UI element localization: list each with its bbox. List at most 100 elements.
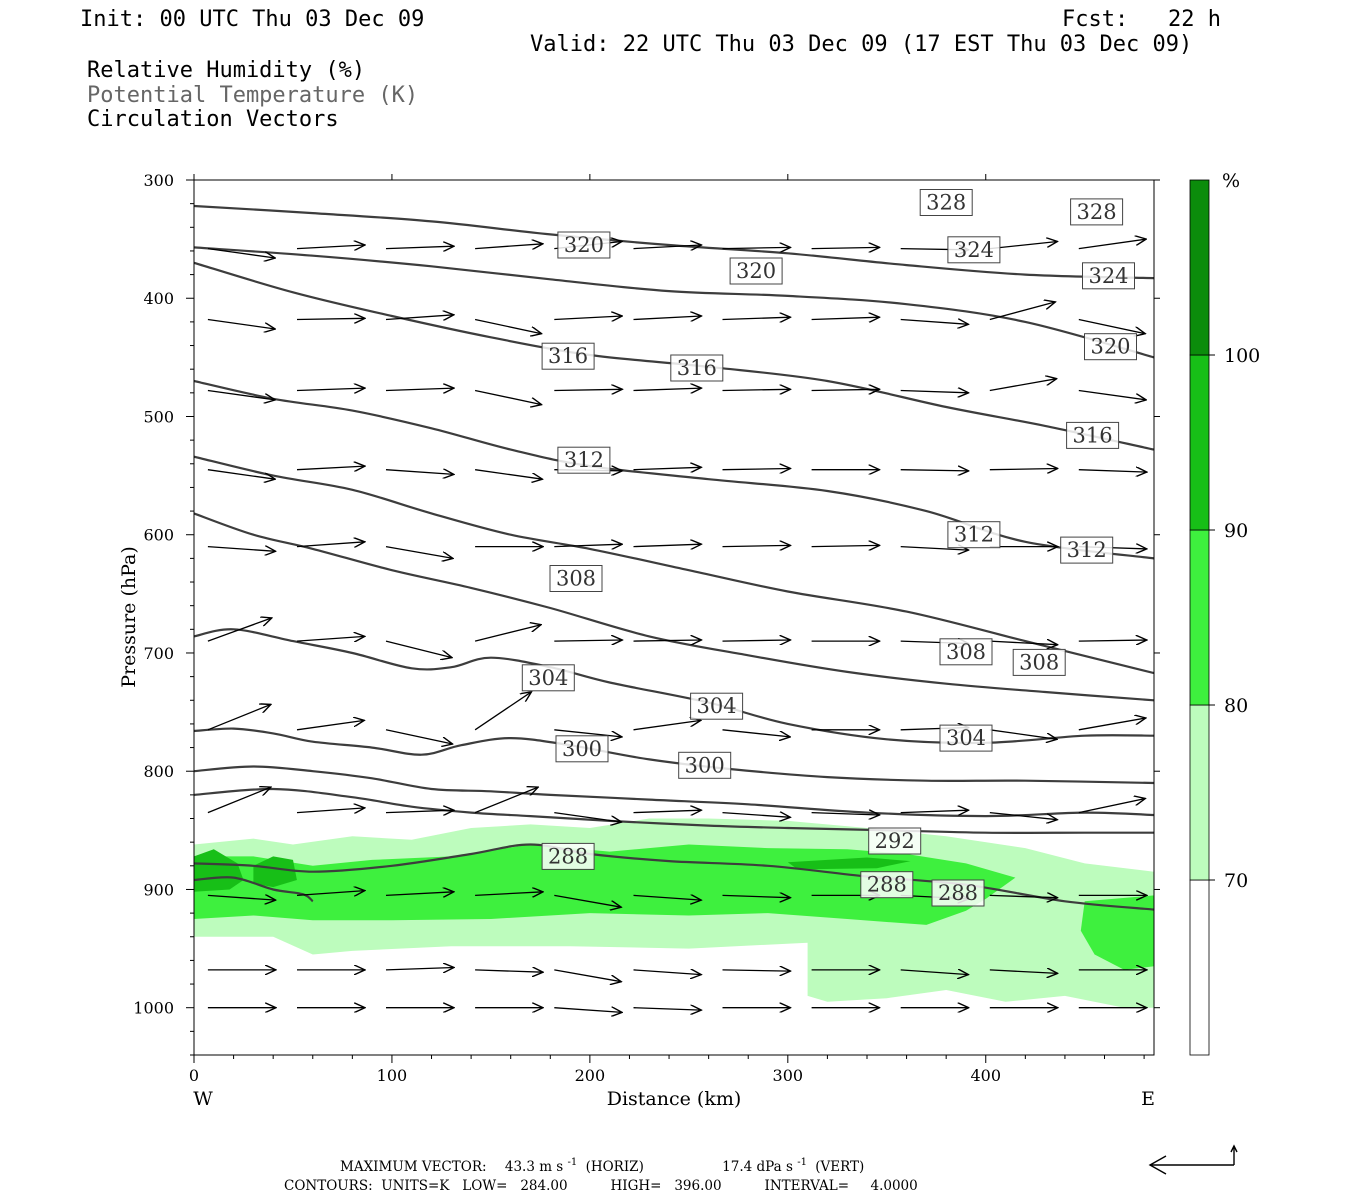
max-vector-label: MAXIMUM VECTOR: bbox=[340, 1159, 487, 1175]
init-time: Init: 00 UTC Thu 03 Dec 09 bbox=[80, 7, 424, 32]
wind-vector bbox=[385, 545, 453, 559]
wind-vector bbox=[989, 379, 1057, 392]
wind-vector bbox=[989, 811, 1058, 820]
legend-relative-humidity: Relative Humidity (%) bbox=[87, 58, 365, 83]
contour-label: 312 bbox=[1067, 538, 1107, 562]
contour-label: 320 bbox=[736, 259, 776, 283]
colorbar-segment bbox=[1189, 529, 1210, 706]
y-tick-label: 900 bbox=[143, 880, 174, 899]
wind-vector bbox=[296, 542, 365, 547]
x-axis-title: Distance (km) bbox=[607, 1088, 742, 1110]
colorbar-label: 100 bbox=[1224, 345, 1260, 367]
rh-region-90 bbox=[253, 856, 297, 888]
contour-label-box bbox=[557, 231, 611, 259]
wind-vector bbox=[296, 245, 365, 249]
contour-label-box bbox=[1012, 648, 1066, 676]
contour-label: 312 bbox=[564, 448, 604, 472]
colorbar-segment bbox=[1189, 179, 1210, 356]
contour-label-box bbox=[1066, 421, 1120, 449]
wind-vector bbox=[633, 895, 702, 900]
theta-contour-328 bbox=[194, 204, 1154, 280]
wind-vector bbox=[207, 618, 272, 642]
wind-vector bbox=[989, 302, 1056, 321]
plot-frame bbox=[193, 179, 1155, 1056]
wind-vector bbox=[900, 391, 969, 393]
colorbar-segment bbox=[1189, 879, 1210, 1056]
wind-vector bbox=[1078, 389, 1146, 400]
wind-vector bbox=[296, 891, 365, 896]
rh-region-80 bbox=[1080, 895, 1154, 970]
y-tick-label: 1000 bbox=[133, 999, 174, 1018]
contour-label-box bbox=[939, 638, 993, 666]
wind-vector bbox=[554, 894, 621, 907]
wind-vector bbox=[554, 389, 622, 390]
wind-vector bbox=[207, 469, 275, 480]
wind-vector bbox=[900, 970, 969, 975]
wind-vector bbox=[296, 318, 365, 319]
wind-vector bbox=[385, 892, 454, 896]
wind-vector bbox=[554, 544, 622, 546]
contours-info: CONTOURS: UNITS=K LOW= 284.00 HIGH= 396.… bbox=[284, 1178, 918, 1194]
wind-vector bbox=[554, 640, 622, 641]
wind-vector bbox=[475, 244, 543, 249]
theta-contour-320 bbox=[194, 261, 1154, 451]
wind-vector bbox=[989, 641, 1058, 645]
wind-vector bbox=[722, 970, 791, 971]
wind-vector bbox=[633, 316, 702, 320]
contour-label-box bbox=[919, 189, 973, 216]
contour-label: 328 bbox=[926, 191, 966, 215]
contour-label: 288 bbox=[867, 873, 907, 897]
contour-label: 316 bbox=[548, 344, 588, 368]
vert-vector-exponent: -1 bbox=[797, 1157, 807, 1168]
wind-vector bbox=[1078, 318, 1146, 334]
colorbar-segment bbox=[1189, 704, 1210, 881]
theta-contour-324 bbox=[194, 246, 1154, 359]
wind-vector bbox=[1078, 799, 1146, 814]
wind-vector bbox=[811, 813, 880, 815]
wind-vector bbox=[554, 811, 621, 823]
wind-vector bbox=[811, 317, 880, 319]
west-label: W bbox=[193, 1088, 213, 1110]
wind-vector bbox=[633, 245, 702, 249]
contour-label: 308 bbox=[556, 567, 596, 591]
rh-region-90 bbox=[194, 849, 244, 892]
wind-vector bbox=[989, 729, 1057, 740]
wind-vector bbox=[474, 318, 541, 334]
contour-label-box bbox=[555, 735, 609, 763]
contour-label-box bbox=[931, 879, 985, 907]
relative-humidity-fill bbox=[194, 818, 1154, 1008]
wind-vector bbox=[1078, 239, 1146, 250]
wind-vector bbox=[989, 469, 1058, 470]
contour-label: 316 bbox=[677, 356, 717, 380]
contour-label: 304 bbox=[697, 694, 737, 718]
contour-labels: 328 328 324 324 320 320 320 316 316 316 312 312 312 3… bbox=[521, 189, 1137, 907]
forecast-label: Fcst: bbox=[1062, 7, 1128, 32]
x-tick-label: 0 bbox=[189, 1066, 199, 1085]
horiz-vector-value: 43.3 m s bbox=[505, 1159, 563, 1175]
contour-label-box bbox=[868, 827, 922, 855]
wind-vector bbox=[633, 544, 702, 546]
vert-vector-value: 17.4 dPa s bbox=[722, 1159, 793, 1175]
theta-contour-284 bbox=[194, 876, 314, 903]
east-label: E bbox=[1141, 1088, 1155, 1110]
wind-vector bbox=[722, 813, 791, 818]
contour-label: 292 bbox=[875, 829, 915, 853]
wind-vector bbox=[474, 389, 541, 405]
wind-vector bbox=[722, 895, 791, 897]
wind-vector bbox=[722, 729, 791, 737]
wind-vector bbox=[296, 466, 365, 470]
wind-vector bbox=[811, 247, 880, 248]
wind-vector bbox=[385, 810, 454, 812]
x-axis: 0 100 200 300 400 bbox=[189, 174, 1145, 1085]
y-tick-label: 300 bbox=[143, 171, 174, 190]
contour-label: 312 bbox=[954, 523, 994, 547]
contour-label-box bbox=[1084, 333, 1137, 361]
wind-vector bbox=[554, 969, 621, 982]
contour-label-box bbox=[947, 236, 1001, 264]
contour-label-box bbox=[947, 521, 1001, 549]
y-tick-label: 700 bbox=[143, 644, 174, 663]
wind-vector bbox=[207, 318, 275, 330]
contour-label-box bbox=[860, 871, 914, 899]
contour-label-box bbox=[729, 257, 783, 285]
wind-vector bbox=[474, 625, 541, 642]
